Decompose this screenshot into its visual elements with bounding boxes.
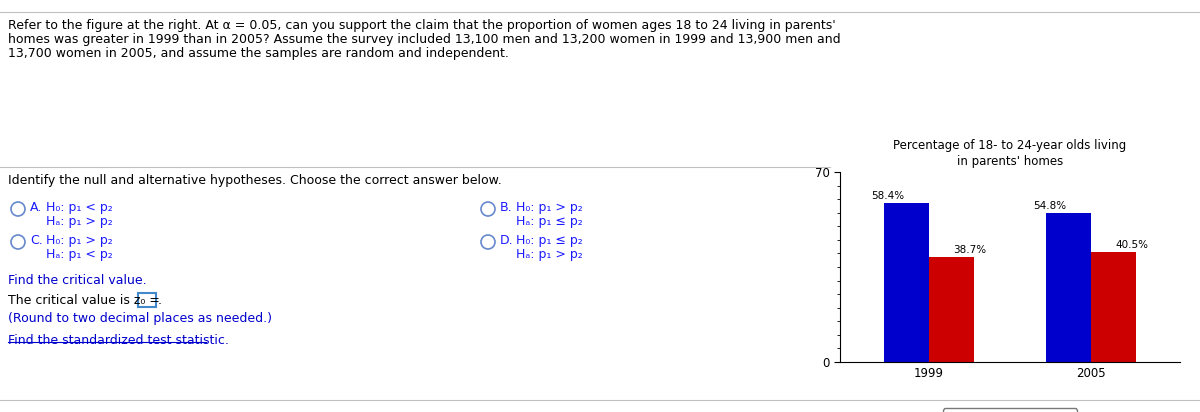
Text: Refer to the figure at the right. At α = 0.05, can you support the claim that th: Refer to the figure at the right. At α =… [8, 19, 835, 32]
Text: 58.4%: 58.4% [871, 191, 905, 201]
Text: B.: B. [500, 201, 512, 214]
Text: 38.7%: 38.7% [953, 245, 986, 255]
Text: Hₐ: p₁ ≤ p₂: Hₐ: p₁ ≤ p₂ [516, 215, 583, 228]
Bar [1045, 213, 1091, 362]
Text: 13,700 women in 2005, and assume the samples are random and independent.: 13,700 women in 2005, and assume the sam… [8, 47, 509, 60]
Bar [929, 257, 974, 362]
Text: C.: C. [30, 234, 43, 247]
Text: Find the critical value.: Find the critical value. [8, 274, 146, 287]
Text: Hₐ: p₁ > p₂: Hₐ: p₁ > p₂ [516, 248, 583, 261]
Text: Hₐ: p₁ > p₂: Hₐ: p₁ > p₂ [46, 215, 113, 228]
Text: H₀: p₁ < p₂: H₀: p₁ < p₂ [46, 201, 113, 214]
Text: H₀: p₁ > p₂: H₀: p₁ > p₂ [516, 201, 583, 214]
Text: The critical value is z₀ =: The critical value is z₀ = [8, 294, 164, 307]
Text: .: . [158, 294, 162, 307]
Text: H₀: p₁ > p₂: H₀: p₁ > p₂ [46, 234, 113, 247]
Text: homes was greater in 1999 than in 2005? Assume the survey included 13,100 men an: homes was greater in 1999 than in 2005? … [8, 33, 841, 46]
Title: Percentage of 18- to 24-year olds living
in parents' homes: Percentage of 18- to 24-year olds living… [893, 139, 1127, 168]
Legend: Men, Women: Men, Women [943, 408, 1078, 412]
Text: Hₐ: p₁ < p₂: Hₐ: p₁ < p₂ [46, 248, 113, 261]
Text: 40.5%: 40.5% [1115, 240, 1148, 250]
Bar [883, 204, 929, 362]
Text: A.: A. [30, 201, 42, 214]
Bar [1091, 252, 1136, 362]
Text: H₀: p₁ ≤ p₂: H₀: p₁ ≤ p₂ [516, 234, 583, 247]
Text: Find the standardized test statistic.: Find the standardized test statistic. [8, 334, 229, 347]
FancyBboxPatch shape [138, 293, 156, 307]
Text: 54.8%: 54.8% [1033, 201, 1067, 211]
Text: Identify the null and alternative hypotheses. Choose the correct answer below.: Identify the null and alternative hypoth… [8, 174, 502, 187]
Text: (Round to two decimal places as needed.): (Round to two decimal places as needed.) [8, 312, 272, 325]
Text: D.: D. [500, 234, 514, 247]
